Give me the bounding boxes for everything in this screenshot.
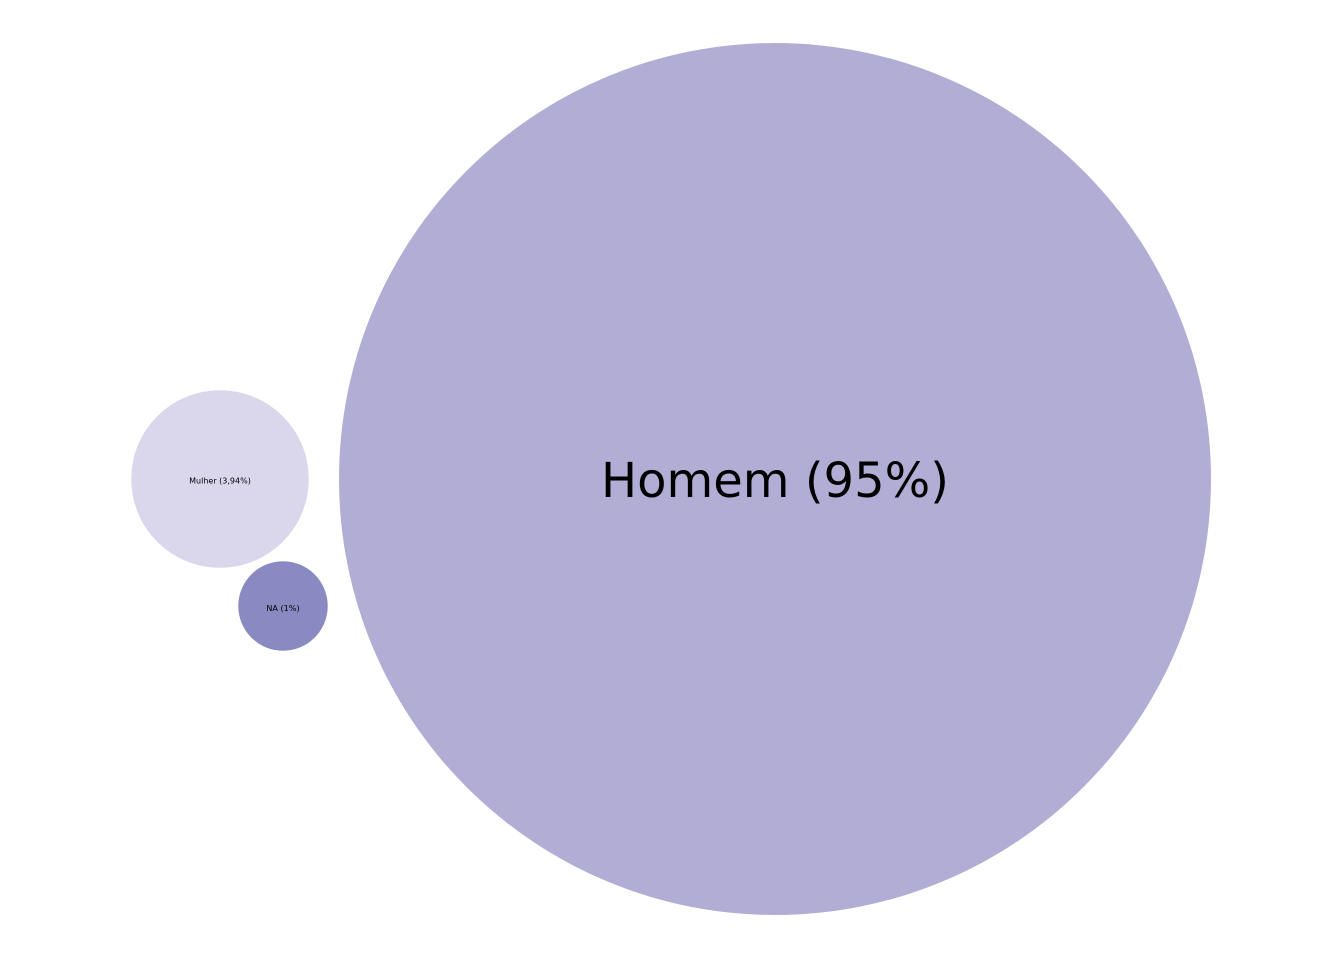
bubble-label-mulher: Mulher (3,94%) xyxy=(189,477,251,486)
bubble-homem xyxy=(339,43,1211,915)
bubbles-group: Homem (95%) Mulher (3,94%) NA (1%) xyxy=(131,43,1211,915)
bubble-mulher xyxy=(131,390,309,568)
bubble-label-homem: Homem (95%) xyxy=(601,453,949,509)
bubble-label-na: NA (1%) xyxy=(266,603,299,613)
bubble-na xyxy=(238,561,328,651)
